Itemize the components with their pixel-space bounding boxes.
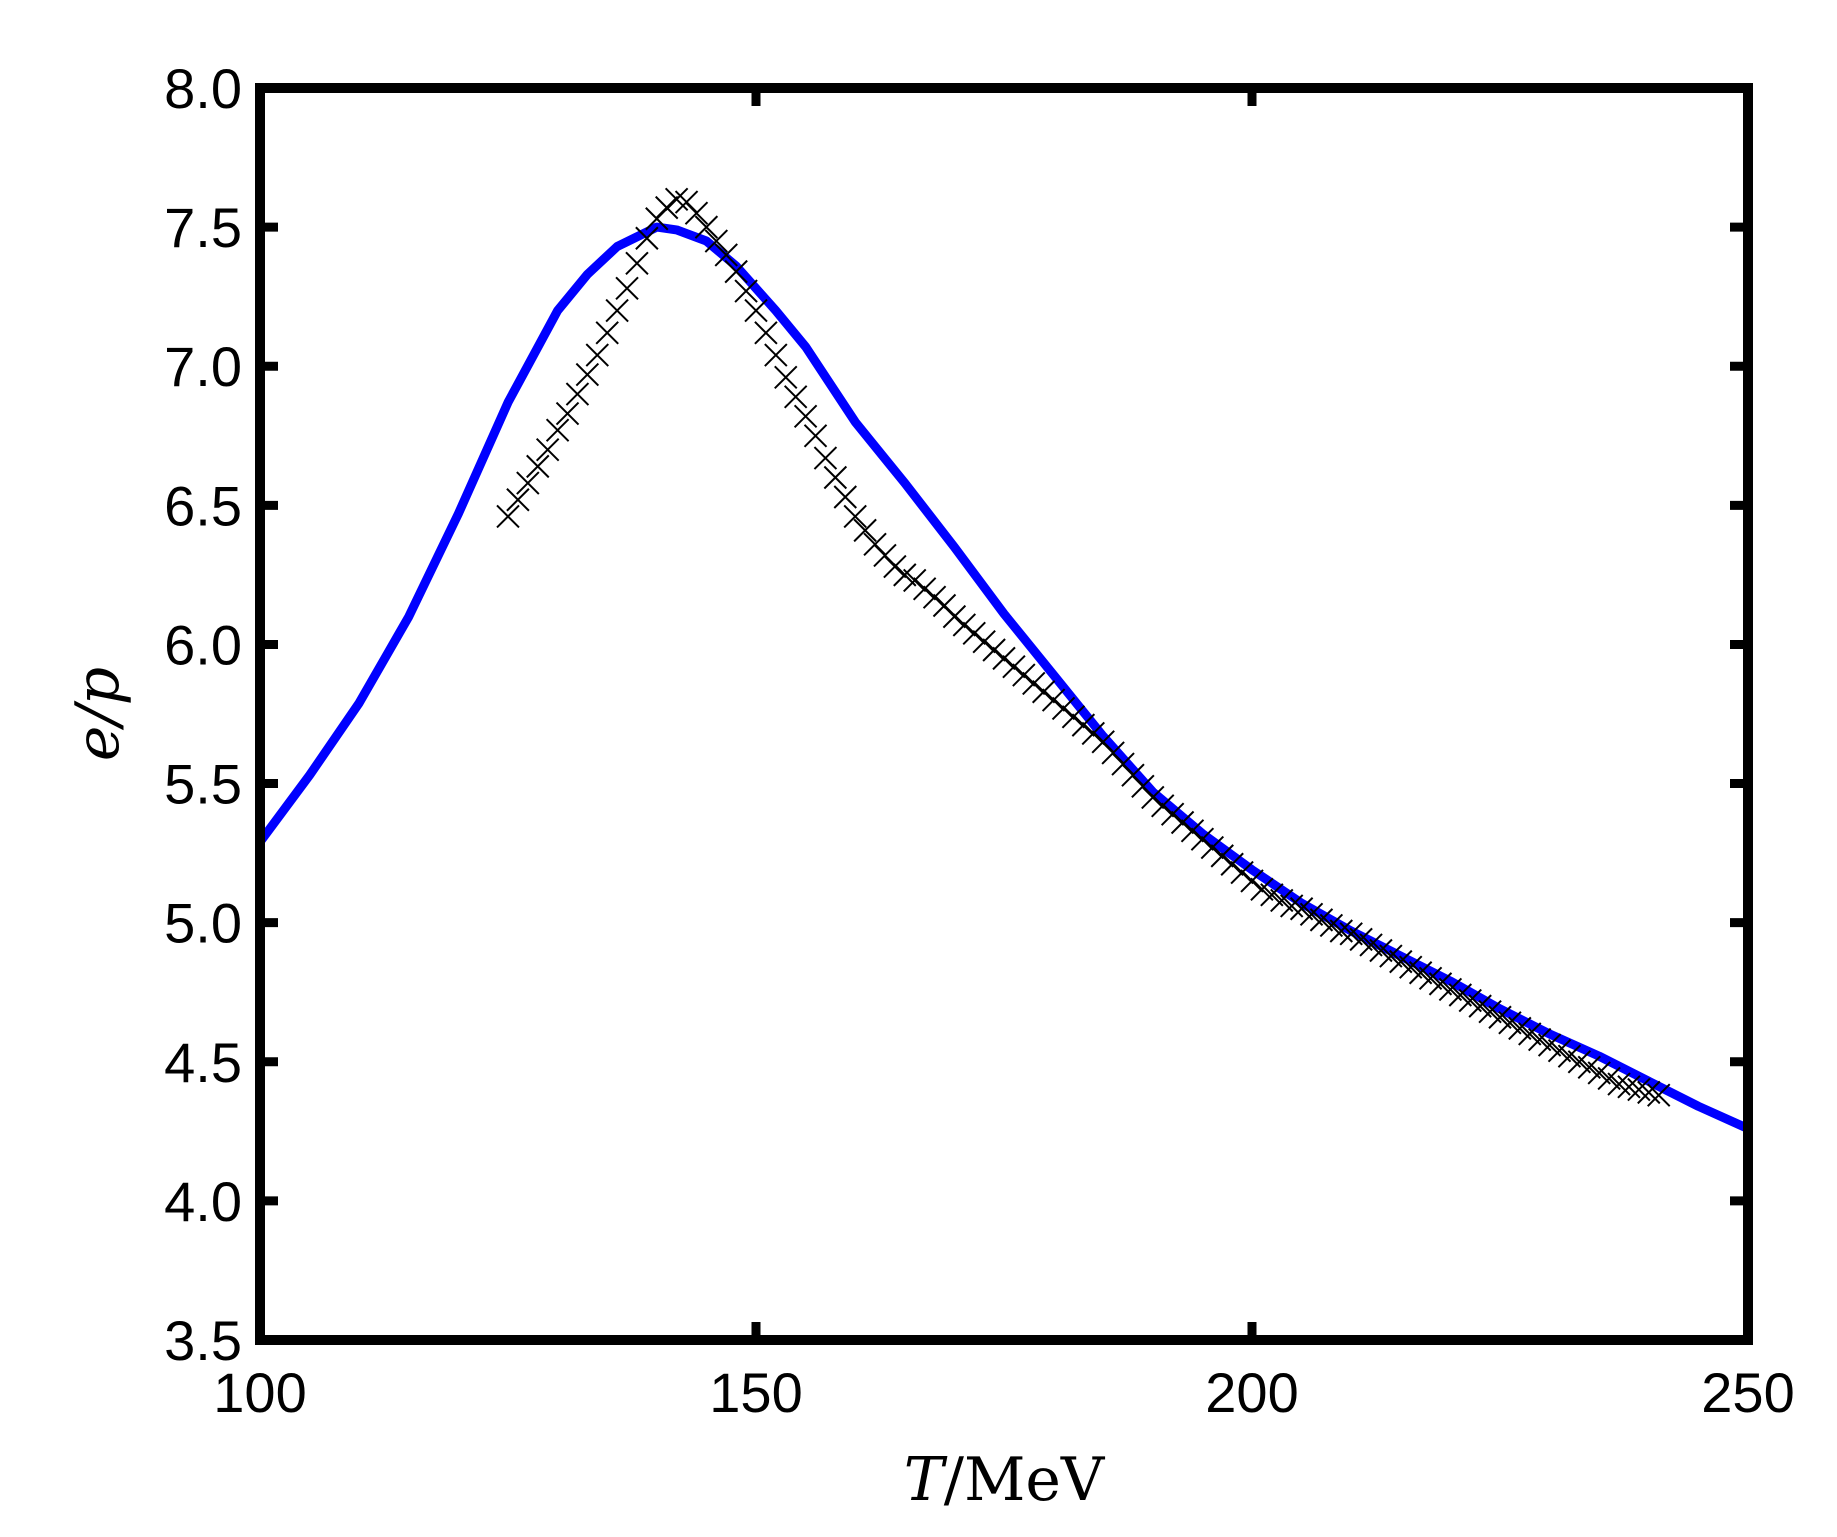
- series-1-marker: [605, 298, 629, 323]
- series-1-marker: [1051, 696, 1076, 721]
- series-1-marker: [1002, 654, 1026, 679]
- y-axis-label: e/p: [63, 667, 133, 761]
- series-1-marker: [595, 321, 619, 345]
- series-1-marker: [1200, 835, 1225, 860]
- series-1-marker: [803, 424, 828, 448]
- series-1-marker: [1607, 1072, 1631, 1096]
- series-1-marker: [1220, 852, 1244, 876]
- series-1-marker: [952, 613, 977, 637]
- series-1-marker: [535, 437, 560, 462]
- series-1-marker: [793, 404, 818, 429]
- y-tick-label: 7.5: [164, 196, 242, 259]
- y-tick-label: 5.0: [164, 892, 242, 955]
- series-1-marker: [506, 488, 530, 512]
- series-1-marker: [1081, 721, 1105, 746]
- series-1-marker: [833, 485, 857, 509]
- series-1-marker: [704, 229, 729, 253]
- series-1-marker: [1627, 1077, 1651, 1102]
- x-tick-label: 250: [1701, 1361, 1794, 1424]
- series-1-marker: [1279, 894, 1304, 918]
- series-1-marker: [1012, 663, 1036, 687]
- series-1-marker: [575, 362, 600, 387]
- series-1-marker: [992, 646, 1016, 671]
- series-1-marker: [1071, 713, 1096, 737]
- series-1-marker: [664, 187, 689, 211]
- series-1-marker: [1141, 785, 1165, 810]
- x-axis-label-unit: /MeV: [944, 1445, 1106, 1515]
- series-1-marker: [635, 226, 659, 250]
- series-1-marker: [1031, 680, 1056, 704]
- series-1-marker: [1329, 919, 1353, 943]
- series-1-marker: [1647, 1083, 1671, 1107]
- series-1-marker: [843, 504, 867, 529]
- series-1-marker: [565, 382, 590, 406]
- series-1-marker: [853, 518, 877, 543]
- series-1-marker: [823, 465, 848, 490]
- series-1-marker: [1041, 688, 1066, 712]
- y-tick-label: 6.5: [164, 474, 242, 537]
- series-1-marker: [1617, 1075, 1641, 1099]
- series-1-marker: [764, 343, 788, 367]
- labels-layer: 100 150 200 250 3.5 4.0 4.5 5.0 5.5 6.0 6.5 7.0 7.5 8…: [164, 57, 1795, 1424]
- x-tick-label: 100: [213, 1361, 306, 1424]
- series-1-marker: [1170, 810, 1195, 835]
- series-1-marker: [516, 471, 540, 495]
- series-1-marker: [714, 243, 738, 267]
- series-layer: [260, 187, 1748, 1133]
- y-tick-label: 5.5: [164, 753, 242, 816]
- x-tick-label: 150: [709, 1361, 802, 1424]
- x-tick-label: 200: [1205, 1361, 1298, 1424]
- series-1-marker: [1240, 869, 1264, 893]
- series-1-marker: [555, 401, 580, 426]
- ticks-layer: [255, 83, 1753, 1345]
- y-tick-label: 7.0: [164, 335, 242, 398]
- series-1-marker: [1180, 819, 1205, 843]
- series-1-marker: [526, 454, 550, 479]
- series-1-marker: [972, 629, 996, 654]
- series-1-marker: [694, 215, 719, 239]
- series-1-marker: [655, 195, 679, 220]
- series-1-marker: [1151, 794, 1175, 818]
- series-1-marker: [724, 259, 748, 284]
- series-1-marker: [883, 554, 907, 579]
- series-1-marker: [1637, 1080, 1661, 1105]
- series-1-marker: [754, 321, 778, 345]
- series-1-marker: [783, 385, 808, 409]
- y-tick-label: 3.5: [164, 1309, 242, 1372]
- y-tick-label: 4.0: [164, 1170, 242, 1233]
- y-tick-label: 6.0: [164, 613, 242, 676]
- series-1-marker: [625, 251, 649, 275]
- series-1-marker: [615, 276, 639, 301]
- series-1-marker: [545, 418, 570, 442]
- series-1-marker: [942, 604, 967, 629]
- plot-frame: [255, 83, 1753, 1345]
- series-1-marker: [903, 568, 927, 593]
- series-1-marker: [496, 504, 520, 529]
- series-1-marker: [684, 201, 709, 225]
- y-tick-label: 8.0: [164, 57, 242, 120]
- series-1-marker: [774, 365, 798, 390]
- series-1-marker: [922, 585, 947, 609]
- series-1-marker: [813, 446, 838, 470]
- series-1-marker: [744, 298, 768, 323]
- series-1-marker: [734, 279, 758, 303]
- series-1-marker: [585, 343, 609, 367]
- series-1-marker: [1160, 802, 1185, 826]
- y-tick-label: 4.5: [164, 1031, 242, 1094]
- series-1-marker: [962, 621, 986, 646]
- series-1-marker: [1022, 671, 1046, 696]
- series-1-marker: [1190, 827, 1215, 851]
- x-axis-label: T/MeV: [904, 1445, 1106, 1515]
- series-1-marker: [1061, 705, 1086, 729]
- series-1-marker: [1210, 844, 1234, 868]
- series-1-marker: [912, 577, 937, 601]
- series-1-marker: [982, 638, 1006, 662]
- series-1-marker: [1230, 860, 1254, 885]
- x-axis-label-variable: T: [904, 1445, 948, 1515]
